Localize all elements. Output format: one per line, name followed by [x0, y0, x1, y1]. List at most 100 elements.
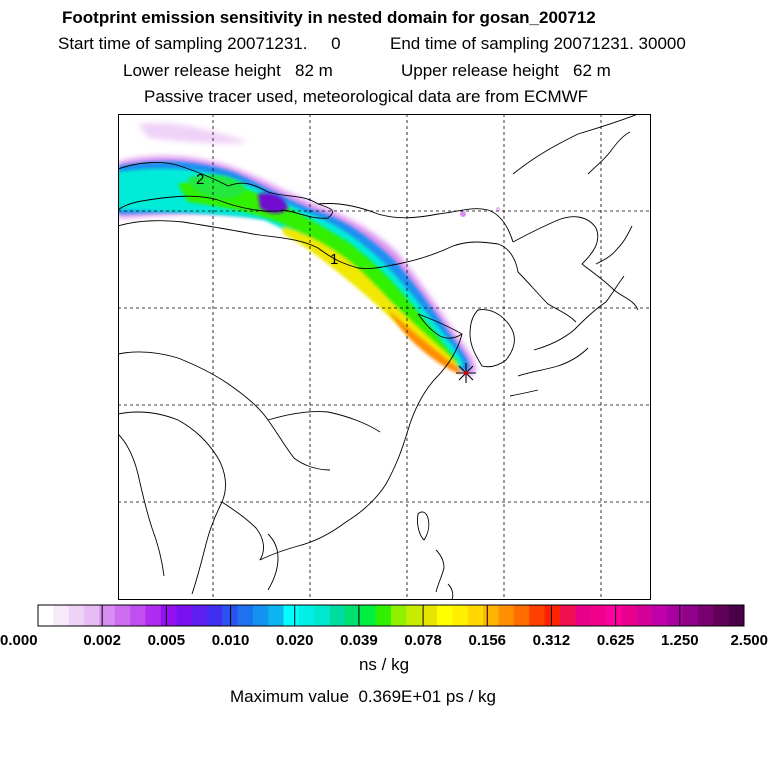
colorbar-cell — [176, 605, 192, 626]
colorbar-cell — [682, 605, 699, 626]
coast-line — [417, 511, 430, 541]
colorbar-cell — [252, 605, 269, 626]
colorbar-cell — [191, 605, 208, 626]
colorbar-cell — [590, 605, 607, 626]
upper-release-text: Upper release height 62 m — [401, 61, 611, 80]
colorbar-cell — [84, 605, 100, 626]
colorbar-cell — [575, 605, 591, 626]
coast-line — [509, 275, 625, 397]
colorbar-tick-label: 0.002 — [83, 632, 121, 649]
coastlines — [118, 114, 639, 600]
colorbar-cell — [360, 605, 376, 626]
lat-lon-grid — [118, 114, 651, 600]
colorbar-cell — [114, 605, 131, 626]
border-line — [267, 411, 381, 433]
colorbar-tick-label: 0.078 — [404, 632, 442, 649]
colorbar-cell — [713, 605, 729, 626]
plume-cyan — [118, 168, 463, 368]
plume — [118, 122, 500, 376]
colorbar-cell — [697, 605, 714, 626]
coast-line — [435, 549, 454, 600]
colorbar-cell — [529, 605, 545, 626]
colorbar-cell — [391, 605, 407, 626]
plume-pink-top — [138, 122, 248, 144]
colorbar-cell — [68, 605, 85, 626]
colorbar-cell — [283, 605, 300, 626]
colorbar-cell — [222, 605, 238, 626]
colorbar-tick-label: 0.010 — [212, 632, 250, 649]
colorbar-cell — [314, 605, 330, 626]
plume-green-patch — [188, 174, 246, 199]
plume-fleck — [496, 207, 500, 211]
plume-label-1: 1 — [330, 251, 338, 268]
plume-yellow — [283, 226, 460, 368]
map-frame — [118, 114, 651, 600]
colorbar-cell — [237, 605, 254, 626]
colorbar-cell — [483, 605, 499, 626]
colorbar-cell — [437, 605, 453, 626]
colorbar-cell — [329, 605, 346, 626]
colorbar-cell — [160, 605, 177, 626]
border-line — [118, 162, 333, 219]
plume-orange — [388, 310, 461, 374]
colorbar-cell — [344, 605, 361, 626]
colorbar-cell — [452, 605, 469, 626]
coast-line — [118, 433, 165, 577]
colorbar-cell — [421, 605, 438, 626]
plume-fleck — [460, 211, 466, 217]
coast-line — [267, 533, 279, 591]
colorbar-tick-label: 1.250 — [661, 632, 699, 649]
coast-line — [587, 131, 633, 265]
plume-green — [178, 181, 458, 362]
border-line — [517, 271, 577, 323]
colorbar-tick-label: 0.625 — [597, 632, 635, 649]
maximum-value-text: Maximum value 0.369E+01 ps / kg — [230, 687, 496, 706]
colorbar-cell — [544, 605, 561, 626]
map-title: Footprint emission sensitivity in nested… — [62, 8, 596, 27]
colorbar-units: ns / kg — [358, 655, 410, 674]
colorbar-cell — [728, 605, 745, 626]
colorbar-tick-label: 0.020 — [276, 632, 314, 649]
colorbar-cell — [298, 605, 315, 626]
border-line — [317, 203, 514, 243]
coast-line — [512, 114, 639, 311]
coast-line — [259, 313, 463, 561]
colorbar-tick-label: 2.500 — [730, 632, 768, 649]
colorbar-cell — [406, 605, 422, 626]
colorbar-cell — [38, 605, 54, 626]
coast-line — [221, 501, 264, 561]
lower-release-text: Lower release height 82 m — [123, 61, 333, 80]
colorbar-cell — [605, 605, 622, 626]
start-time-text: Start time of sampling 20071231. 0 — [58, 34, 341, 53]
colorbar-tick-label: 0.039 — [340, 632, 378, 649]
footprint-map: 2 1 — [118, 114, 651, 600]
colorbar-cell — [636, 605, 653, 626]
border-line — [118, 351, 331, 471]
colorbar: 0.000 0.002 0.005 0.010 0.020 0.039 0.078 0.156… — [0, 604, 768, 649]
colorbar-tick-label: 0.005 — [148, 632, 186, 649]
colorbar-cell — [559, 605, 576, 626]
coast-line — [469, 309, 515, 368]
colorbar-cell — [206, 605, 223, 626]
colorbar-cell — [651, 605, 668, 626]
coast-line — [417, 313, 463, 339]
colorbar-cell — [145, 605, 162, 626]
plume-purple-patch — [258, 192, 288, 214]
colorbar-tick-labels: 0.000 0.002 0.005 0.010 0.020 0.039 0.078 0.156… — [0, 632, 768, 649]
coast-line — [118, 411, 226, 595]
colorbar-cell — [130, 605, 146, 626]
colorbar-cell — [467, 605, 484, 626]
border-line — [512, 216, 599, 265]
colorbar-cell — [667, 605, 683, 626]
colorbar-cell — [621, 605, 637, 626]
end-time-text: End time of sampling 20071231. 30000 — [390, 34, 686, 53]
colorbar-tick-label: 0.312 — [533, 632, 571, 649]
colorbar-cell — [268, 605, 284, 626]
colorbar-cell — [53, 605, 69, 626]
colorbar-frame — [37, 604, 745, 627]
colorbar-cell — [375, 605, 392, 626]
colorbar-tick-label: 0.156 — [468, 632, 506, 649]
colorbar-cell — [498, 605, 515, 626]
colorbar-cells — [37, 604, 745, 627]
plume-label-2: 2 — [196, 171, 204, 188]
